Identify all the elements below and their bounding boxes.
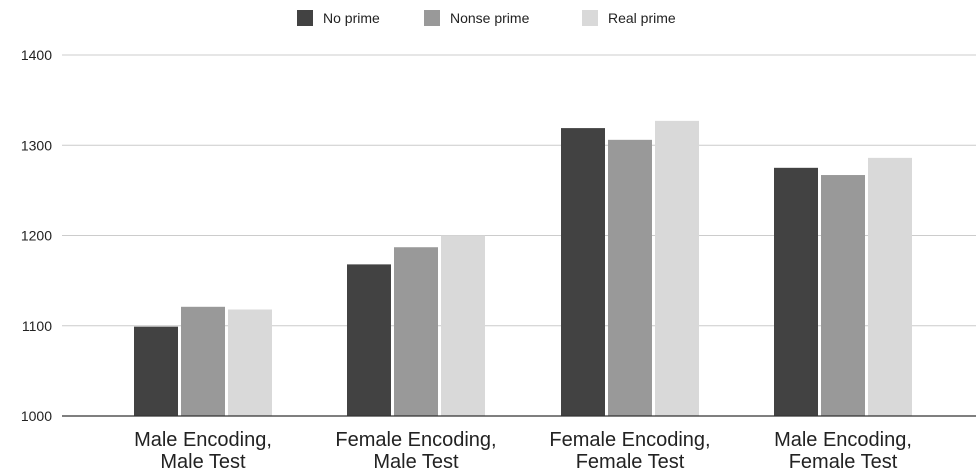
bar <box>441 235 485 416</box>
legend: No prime Nonse prime Real prime <box>297 10 676 26</box>
bar <box>821 175 865 416</box>
y-tick-label: 1300 <box>21 137 52 153</box>
bar <box>655 120 699 416</box>
y-tick-label: 1400 <box>21 47 52 63</box>
y-axis-ticks: 1000 1100 1200 1300 1400 <box>21 47 52 424</box>
x-category-label: Female Encoding, Male Test <box>335 429 496 473</box>
y-tick-label: 1200 <box>21 228 52 244</box>
bar <box>181 306 225 416</box>
x-category-label: Female Encoding, Female Test <box>549 429 710 473</box>
bar <box>608 139 652 416</box>
bar <box>774 167 818 416</box>
bar <box>228 309 272 416</box>
bar <box>134 326 178 416</box>
bar <box>347 264 391 416</box>
bars <box>134 120 912 417</box>
bar <box>561 128 605 417</box>
x-axis-labels: Male Encoding, Male Test Female Encoding, M… <box>134 429 912 473</box>
legend-swatch <box>582 10 598 26</box>
bar <box>868 157 912 416</box>
bar <box>394 247 438 416</box>
legend-swatch <box>424 10 440 26</box>
legend-label: No prime <box>323 10 380 26</box>
legend-swatch <box>297 10 313 26</box>
x-category-label: Male Encoding, Female Test <box>774 429 912 473</box>
legend-label: Real prime <box>608 10 676 26</box>
x-category-label: Male Encoding, Male Test <box>134 429 272 473</box>
y-tick-label: 1000 <box>21 408 52 424</box>
y-tick-label: 1100 <box>22 318 52 334</box>
legend-label: Nonse prime <box>450 10 530 26</box>
